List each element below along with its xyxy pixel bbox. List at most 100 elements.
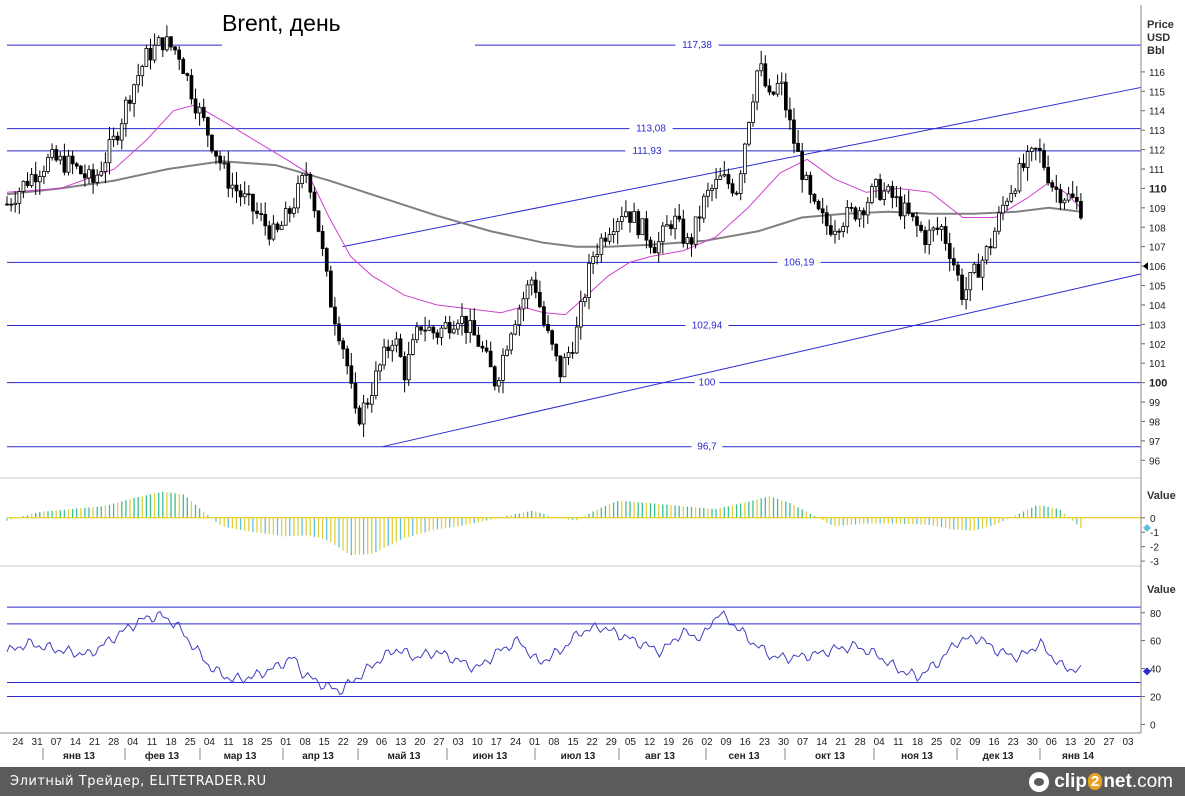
- x-day-label: 10: [472, 737, 484, 748]
- candle-body: [1066, 193, 1071, 201]
- candle-body: [747, 122, 751, 145]
- macd-tick-label: -1: [1150, 528, 1159, 539]
- x-day-label: 11: [223, 737, 234, 748]
- candle-body: [743, 143, 747, 175]
- candle-body: [304, 173, 309, 176]
- x-day-label: 29: [357, 737, 369, 748]
- candle-body: [226, 162, 231, 189]
- candle-body: [521, 298, 526, 310]
- candle-body: [853, 207, 858, 220]
- footer-bar: Элитный Трейдер, ELITETRADER.RU clip 2 n…: [0, 767, 1185, 796]
- candle-body: [13, 202, 18, 206]
- candle-body: [369, 395, 374, 405]
- candle-body: [341, 340, 346, 350]
- candle-body: [591, 256, 596, 264]
- candle-body: [652, 246, 657, 254]
- candle-body: [669, 224, 673, 230]
- x-day-label: 08: [300, 737, 312, 748]
- current-price-marker-icon: [1143, 262, 1148, 271]
- candle-body: [1013, 190, 1018, 194]
- candle-body: [980, 259, 985, 278]
- price-tick-label: 98: [1149, 417, 1161, 428]
- x-day-label: 16: [988, 737, 1000, 748]
- candle-body: [829, 225, 833, 235]
- candle-body: [255, 210, 259, 215]
- candle-body: [956, 264, 960, 276]
- candle-body: [333, 306, 337, 325]
- candle-body: [644, 218, 649, 241]
- x-month-label: фев 13: [145, 750, 180, 762]
- price-tick-label: 115: [1149, 87, 1165, 98]
- price-moving-averages: [6, 104, 1082, 316]
- rsi-axis-label: Value: [1147, 584, 1176, 596]
- candle-body: [906, 202, 911, 214]
- candle-body: [685, 237, 690, 244]
- candle-body: [993, 230, 997, 249]
- candle-body: [361, 402, 366, 425]
- candle-body: [390, 344, 395, 352]
- candle-body: [882, 190, 887, 200]
- candle-body: [509, 333, 514, 351]
- x-day-label: 19: [663, 737, 675, 748]
- x-day-label: 03: [453, 737, 465, 748]
- ma-slow-line: [6, 160, 1082, 248]
- candle-body: [435, 332, 440, 338]
- candle-body: [665, 224, 669, 227]
- candle-body: [865, 201, 870, 216]
- price-tick-label: 116: [1149, 68, 1165, 79]
- candle-body: [812, 193, 817, 202]
- candle-body: [1075, 196, 1079, 202]
- candle-body: [42, 170, 46, 177]
- candle-body: [546, 323, 550, 332]
- price-tick-label: 106: [1149, 262, 1166, 273]
- candle-body: [1009, 192, 1014, 202]
- candle-body: [784, 81, 788, 111]
- x-day-label: 15: [567, 737, 579, 748]
- candle-body: [246, 193, 251, 196]
- candle-body: [1042, 150, 1046, 168]
- candle-body: [501, 354, 505, 381]
- price-tick-label: 113: [1149, 126, 1165, 137]
- x-day-label: 18: [912, 737, 924, 748]
- candle-body: [46, 156, 50, 172]
- candle-body: [673, 215, 678, 230]
- candle-body: [788, 109, 792, 121]
- candle-body: [960, 274, 964, 300]
- x-day-label: 05: [625, 737, 637, 748]
- candle-body: [837, 230, 841, 233]
- candle-body: [5, 203, 9, 206]
- candle-body: [365, 402, 370, 405]
- price-tick-label: 103: [1149, 320, 1166, 331]
- chart-title: Brent, день: [222, 10, 341, 36]
- candle-body: [792, 119, 796, 144]
- candle-body: [931, 227, 936, 231]
- x-month-label: июн 13: [473, 751, 508, 762]
- x-day-label: 22: [338, 737, 350, 748]
- x-month-label: авг 13: [645, 751, 675, 762]
- x-day-label: 24: [12, 737, 24, 748]
- channel-line-lower: [382, 273, 1142, 448]
- candle-body: [624, 211, 628, 218]
- x-day-label: 09: [721, 737, 733, 748]
- candle-body: [308, 173, 313, 193]
- rsi-tick-label: 20: [1150, 693, 1162, 704]
- candle-body: [251, 193, 255, 212]
- candle-body: [1029, 147, 1034, 152]
- candle-body: [997, 212, 1001, 232]
- candle-body: [423, 329, 428, 332]
- candle-body: [615, 220, 620, 232]
- candle-body: [287, 208, 292, 214]
- candle-body: [222, 162, 227, 165]
- price-axis-label-line: Price: [1147, 19, 1174, 31]
- candle-body: [890, 185, 895, 198]
- candle-body: [107, 139, 112, 164]
- level-label: 96,7: [697, 442, 717, 453]
- level-label: 111,93: [632, 146, 662, 157]
- candle-body: [570, 352, 575, 354]
- candle-body: [468, 320, 473, 334]
- candle-body: [808, 174, 813, 195]
- candle-body: [911, 212, 915, 218]
- x-day-label: 24: [510, 737, 522, 748]
- price-tick-label: 100: [1149, 378, 1167, 390]
- level-label-bg: [694, 375, 720, 388]
